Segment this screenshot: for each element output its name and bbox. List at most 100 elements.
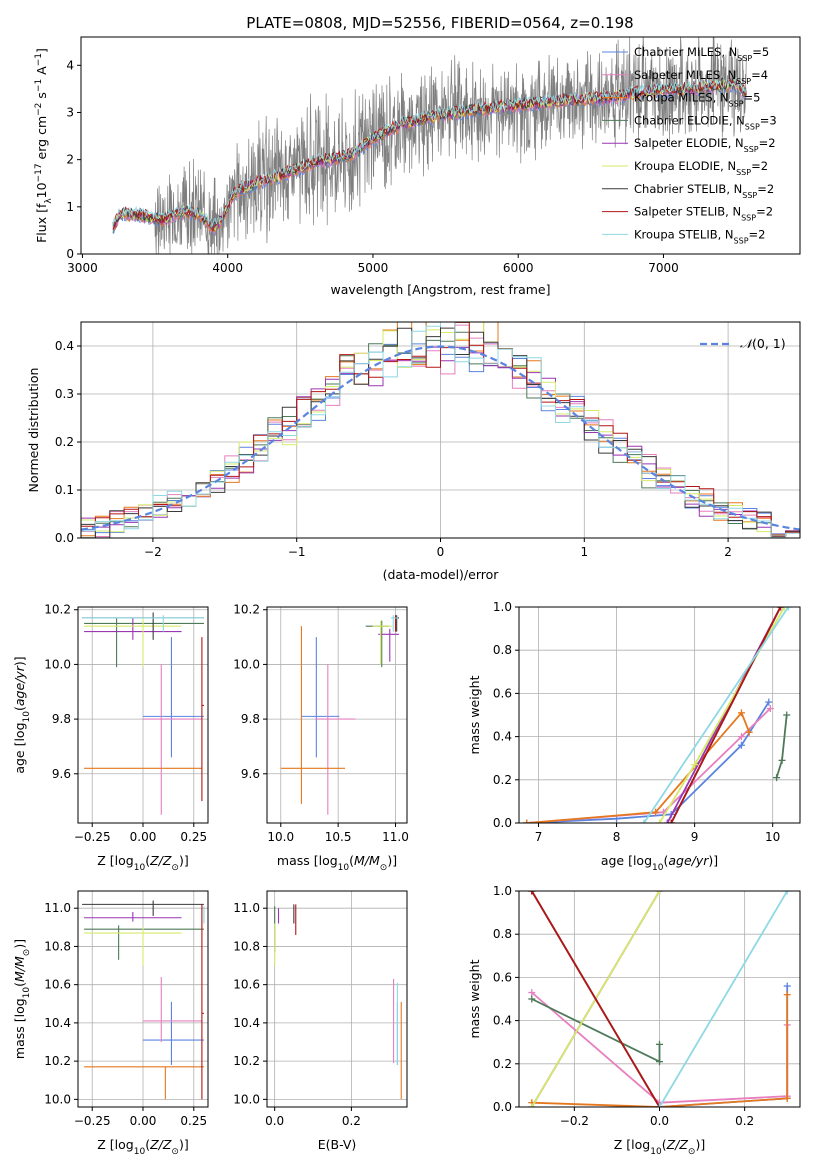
weight-marker [663, 819, 671, 823]
axes-frame [266, 606, 408, 824]
y-axis-label: Normed distribution [26, 368, 41, 493]
y-axis-label: Flux [fλ10−17 erg cm−2 s−1 A−1] [34, 48, 54, 243]
plot-area [82, 612, 204, 815]
y-tick-label: 0.1 [55, 483, 74, 497]
y-tick-label: 10.6 [44, 978, 71, 992]
y-tick-label: 0.4 [55, 339, 74, 353]
weight-marker [783, 891, 791, 895]
weight-line-4 [775, 714, 788, 778]
weight-line-9 [643, 607, 790, 823]
x-tick-label: 5000 [358, 261, 389, 275]
weight-marker [528, 989, 536, 997]
x-axis-label: Z [log10(Z/Z⊙)] [614, 1137, 705, 1157]
model-spectrum-9 [112, 77, 747, 229]
weight-marker [652, 808, 660, 816]
weight-marker [737, 741, 745, 749]
y-tick-label: 10.2 [44, 603, 71, 617]
x-tick-label: 0.0 [265, 1114, 284, 1128]
y-tick-label: 0.0 [55, 531, 74, 545]
y-tick-label: 9.6 [241, 767, 260, 781]
y-tick-label: 1 [66, 200, 74, 214]
x-tick-label: 4000 [212, 261, 243, 275]
x-tick-label: 0.25 [180, 830, 207, 844]
legend-label: Kroupa MILES, NSSP=5 [634, 91, 760, 109]
y-tick-label: 0.4 [493, 1014, 512, 1028]
x-tick-label: 11.0 [382, 830, 409, 844]
legend-label: Kroupa STELIB, NSSP=2 [634, 227, 765, 245]
y-axis-label: mass [log10(M/M⊙)] [12, 939, 32, 1059]
plot-area [523, 607, 792, 823]
error-point-3 [84, 1066, 204, 1100]
error-point-2 [315, 664, 356, 815]
error-point-5 [84, 617, 182, 640]
weight-marker [528, 891, 536, 895]
y-tick-label: 0.8 [493, 927, 512, 941]
y-tick-label: 0.6 [493, 686, 512, 700]
error-point-5 [378, 628, 399, 662]
weight-marker [778, 756, 786, 764]
y-tick-label: 10.2 [233, 1054, 260, 1068]
data-spectrum [112, 37, 747, 254]
error-point-8 [201, 637, 204, 802]
plot-area [528, 891, 791, 1107]
plot-area [82, 900, 205, 1100]
legend-label: Salpeter ELODIE, NSSP=2 [634, 136, 776, 154]
weight-marker [523, 819, 531, 823]
error-point-1 [143, 637, 204, 758]
weight-marker [783, 982, 791, 990]
x-tick-label: 0.2 [735, 1114, 754, 1128]
x-tick-label: 0.25 [180, 1114, 207, 1128]
x-tick-label: 0.2 [342, 1114, 361, 1128]
weight-marker [656, 891, 663, 895]
y-tick-label: 10.2 [44, 1054, 71, 1068]
error-point-7 [82, 900, 204, 916]
weight-marker [528, 1103, 536, 1107]
panel-age-vs-mass: 10.0 10.5 11.0 9.6 9.8 10.0 10.2 mass [log10(M/… [233, 603, 409, 873]
error-point-2 [143, 664, 202, 815]
weight-marker [640, 819, 648, 823]
x-axis-label: (data-model)/error [383, 567, 500, 582]
y-tick-label: 11.0 [44, 901, 71, 915]
x-tick-label: 10.0 [267, 830, 294, 844]
plot-area [112, 37, 747, 254]
normal-reference-curve [81, 345, 800, 531]
x-tick-label: 3000 [67, 261, 98, 275]
y-tick-label: 9.8 [241, 712, 260, 726]
y-tick-label: 4 [66, 58, 74, 72]
legend-label: Salpeter MILES, NSSP=4 [634, 68, 768, 86]
legend-label: Kroupa ELODIE, NSSP=2 [634, 159, 768, 177]
weight-marker [765, 698, 773, 706]
x-axis-label: E(B-V) [318, 1137, 357, 1152]
y-tick-label: 10.8 [44, 939, 71, 953]
plot-area [81, 322, 800, 538]
y-tick-label: 0.4 [493, 730, 512, 744]
panel-age-vs-Z: −0.25 0.00 0.25 9.6 9.8 10.0 10.2 Z [log10(Z/Z⊙… [12, 603, 209, 873]
y-tick-label: 9.8 [52, 712, 71, 726]
error-point-4 [84, 617, 204, 668]
error-point-2 [143, 977, 202, 1043]
weight-line-8 [531, 891, 661, 1107]
plot-area [274, 904, 402, 1100]
panel-mass-weight-vs-Z: −0.2 0.0 0.2 0.0 0.2 0.4 0.6 0.8 1.0 Z [log10(Z/Z… [467, 884, 801, 1157]
y-tick-label: 0.2 [55, 435, 74, 449]
x-axis-label: mass [log10(M/M⊙)] [277, 853, 397, 873]
weight-line-1 [526, 701, 770, 823]
error-point-6 [372, 620, 393, 665]
legend-label: Chabrier STELIB, NSSP=2 [634, 182, 774, 200]
y-tick-label: 1.0 [493, 600, 512, 614]
panel-mass-vs-Z: −0.25 0.00 0.25 10.0 10.2 10.4 10.6 10.8 11.0 Z [… [12, 890, 209, 1157]
panel-residual-histogram: −2 −1 0 1 2 0.0 0.1 0.2 0.3 0.4 𝒩(0, 1) (data-model… [26, 321, 801, 582]
y-tick-label: 0.2 [493, 1057, 512, 1071]
x-axis-label: Z [log10(Z/Z⊙)] [97, 853, 188, 873]
weight-line-9 [658, 891, 788, 1107]
y-axis-label: mass weight [467, 959, 482, 1038]
weight-line-2 [526, 707, 771, 823]
y-tick-label: 10.0 [44, 657, 71, 671]
x-tick-label: 0.00 [130, 830, 157, 844]
weight-line-8 [670, 607, 782, 823]
error-point-1 [143, 1001, 204, 1065]
legend-label: Chabrier ELODIE, NSSP=3 [634, 113, 777, 130]
error-point-9 [82, 615, 204, 632]
weight-line-1 [659, 986, 789, 1107]
